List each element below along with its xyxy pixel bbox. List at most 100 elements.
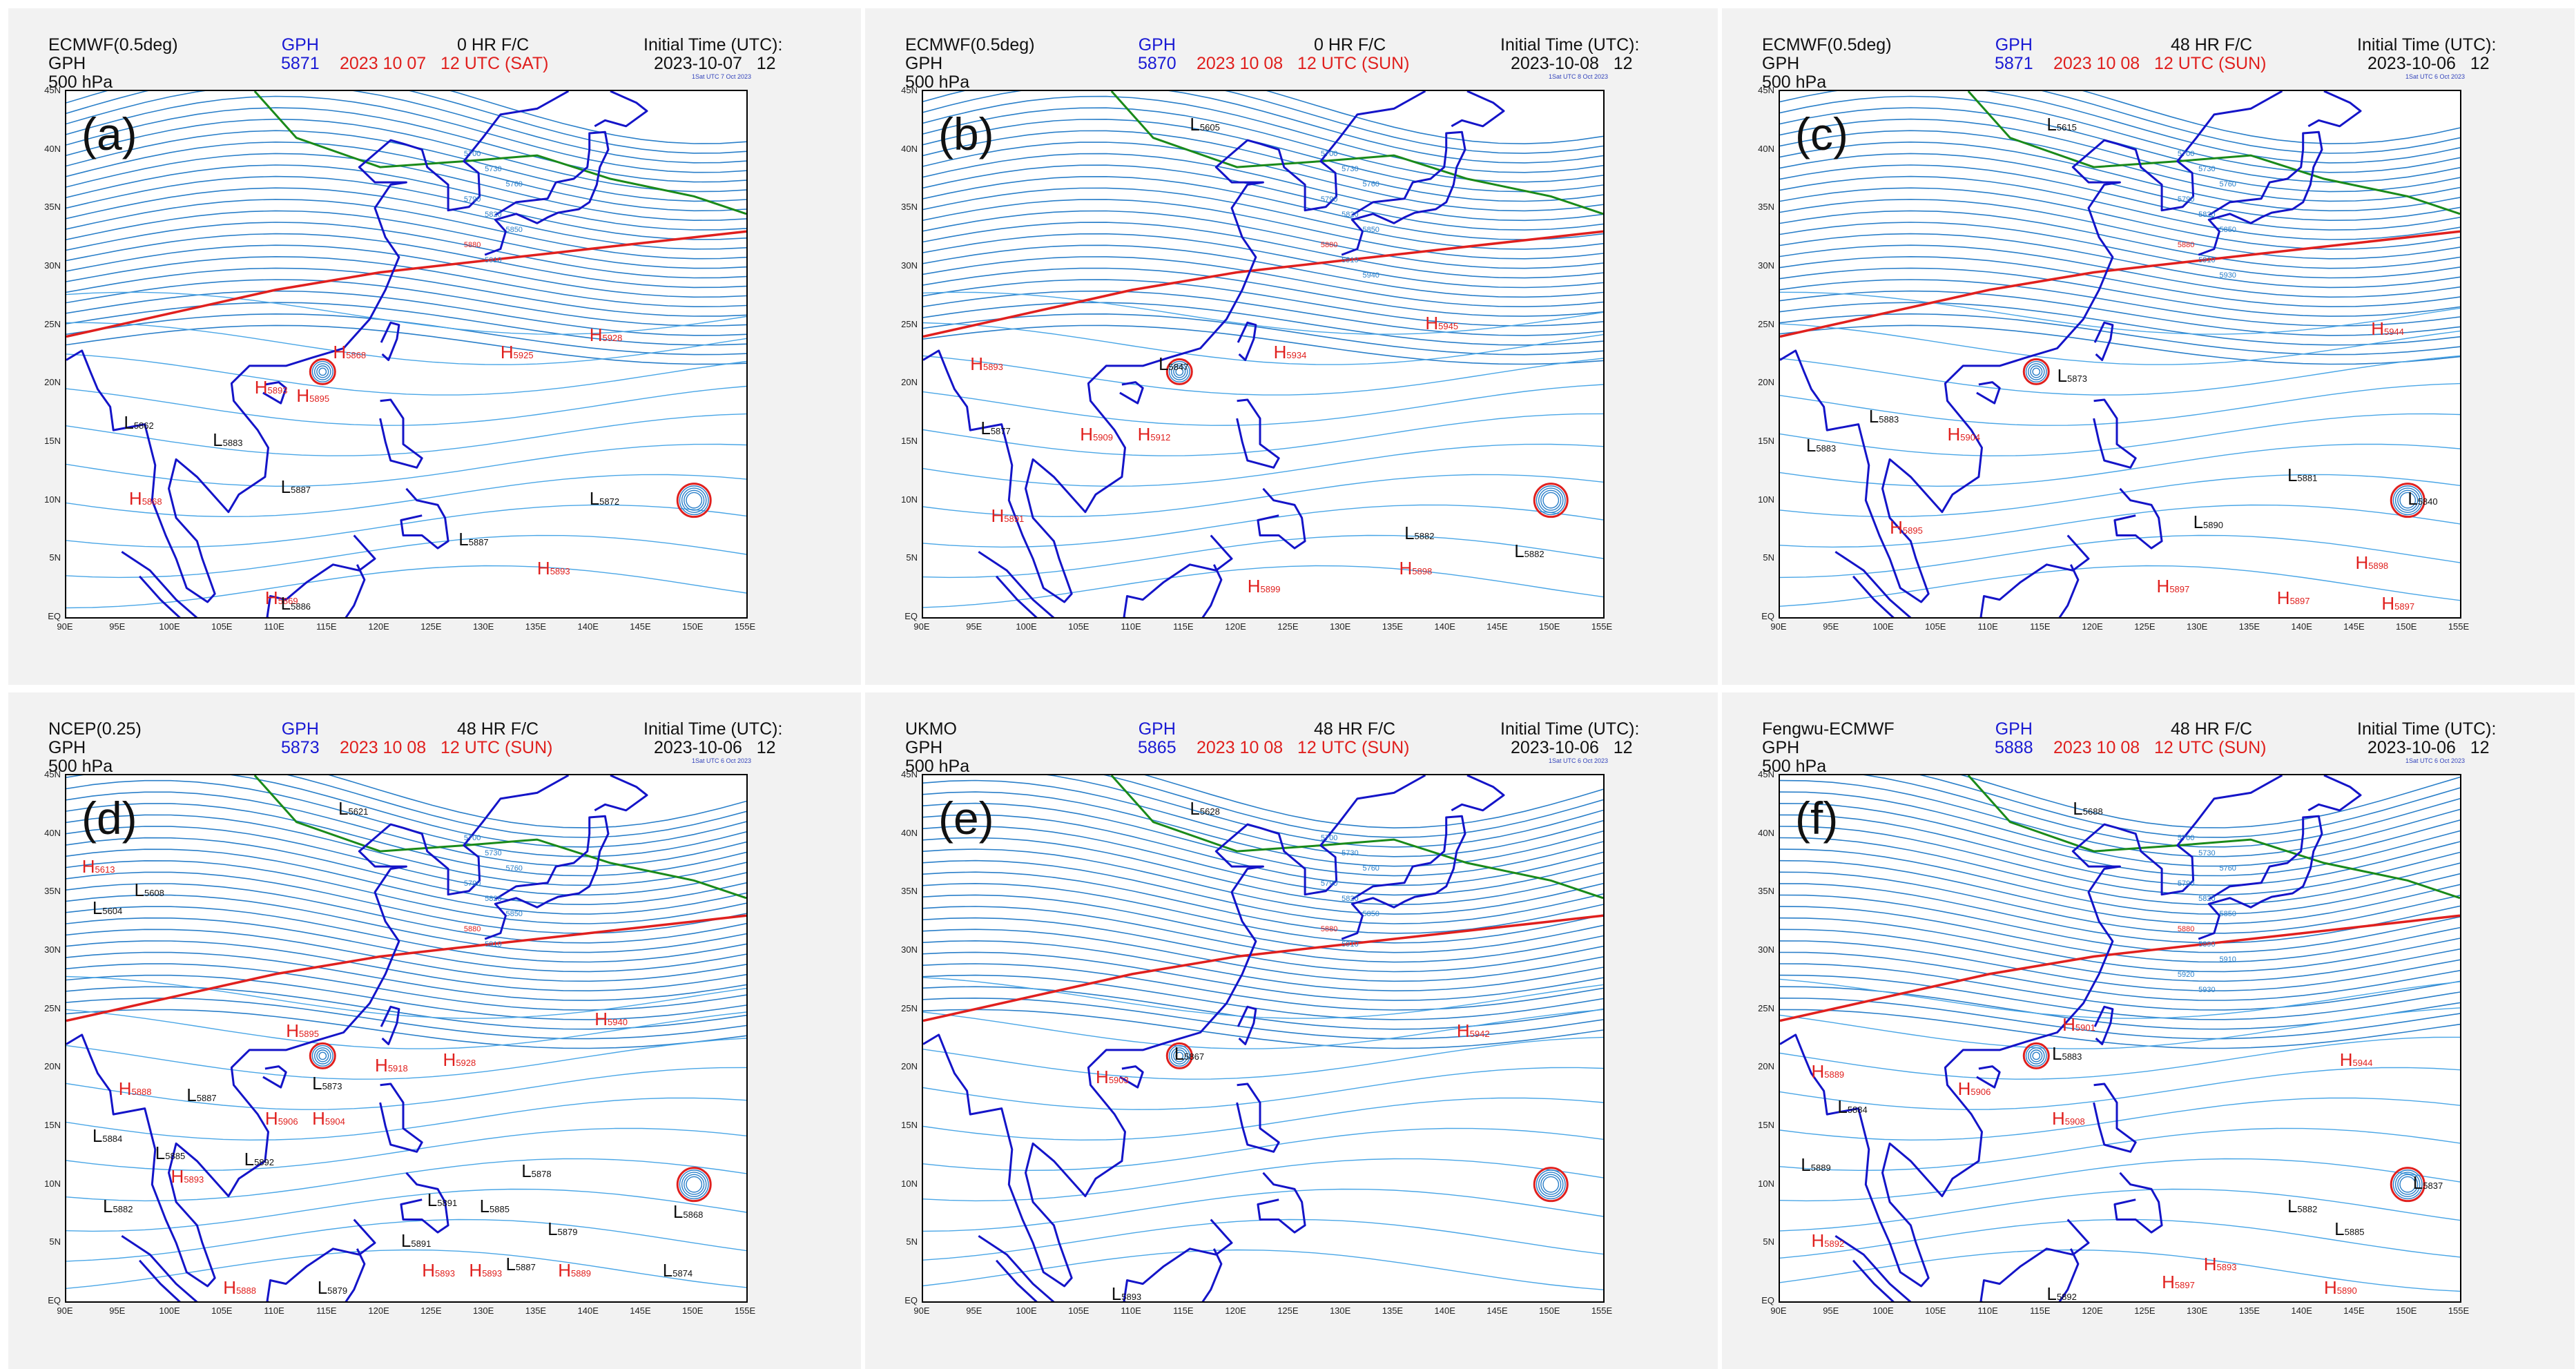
- gph-contour: [923, 974, 1603, 1020]
- gph-contour: [923, 1036, 1603, 1080]
- lon-tick-label: 130E: [1329, 1305, 1351, 1316]
- high-pressure-marker: H5888: [223, 1277, 256, 1299]
- gph-contour: [1780, 313, 2460, 356]
- gph-contour: [923, 291, 1603, 335]
- center-value: 5887: [196, 1092, 217, 1103]
- timestamp-stamp: 1Sat UTC 6 Oct 2023: [2405, 73, 2466, 80]
- model-title: NCEP(0.25) GPH 500 hPa: [48, 719, 142, 776]
- center-value: 5688: [2082, 806, 2103, 817]
- gph-label: GPH 5871: [281, 35, 320, 73]
- center-value: 5886: [291, 601, 311, 612]
- lon-tick-label: 115E: [1173, 1305, 1194, 1316]
- low-letter: L: [2287, 1195, 2298, 1216]
- lon-tick-label: 150E: [682, 1305, 704, 1316]
- gph-contour: [66, 244, 746, 298]
- gph-contour: [1780, 118, 2460, 193]
- center-value: 5893: [184, 1174, 204, 1185]
- lon-tick-label: 135E: [2238, 1305, 2260, 1316]
- coastline: [121, 550, 198, 617]
- gph-contour: [923, 302, 1603, 346]
- lat-tick-label: 25N: [44, 1002, 61, 1013]
- gph-contour: [66, 775, 746, 848]
- cyclone-contour: [1175, 1051, 1184, 1060]
- high-letter: H: [118, 1078, 132, 1100]
- lat-tick-label: EQ: [904, 1295, 918, 1305]
- center-value: 5889: [571, 1268, 591, 1279]
- gph-contour: [923, 322, 1603, 365]
- center-value: 5885: [2344, 1227, 2365, 1238]
- center-value: 5893: [2216, 1262, 2237, 1273]
- lat-tick-label: 45N: [901, 769, 918, 779]
- contour-value-label: 5820: [1342, 894, 1359, 903]
- lat-tick-label: 5N: [1763, 552, 1774, 563]
- lon-tick-label: 100E: [1016, 621, 1037, 632]
- lat-tick-label: 30N: [1758, 944, 1774, 955]
- lon-tick-label: 130E: [472, 621, 494, 632]
- gph-contour: [923, 565, 1603, 608]
- gph-contour: [1780, 940, 2460, 992]
- coastline: [1257, 487, 1306, 550]
- low-pressure-marker: L5879: [318, 1277, 347, 1299]
- map-area: 5700 5730 5760 5790 5820 5850 5880 5910 H5868 H58…: [65, 90, 748, 619]
- init-time-date: 2023-10-07 12: [654, 54, 776, 73]
- map-area: 5700 5730 5760 5790 5820 5850 5880 5890 5910 5920…: [1779, 774, 2461, 1303]
- lon-tick-label: 150E: [2396, 621, 2417, 632]
- init-time-date: 2023-10-08 12: [1511, 54, 1633, 73]
- lat-tick-label: 25N: [901, 1002, 918, 1013]
- gph-5700-line: [1967, 91, 2460, 215]
- center-value: 5868: [142, 496, 162, 507]
- coastline: [1834, 550, 1912, 617]
- lat-tick-label: 20N: [44, 377, 61, 388]
- high-pressure-marker: H5897: [2162, 1272, 2195, 1293]
- gph-contour: [66, 998, 746, 1040]
- lat-tick-label: 10N: [901, 1178, 918, 1189]
- map-svg: [66, 775, 746, 1301]
- low-pressure-marker: L5882: [1514, 541, 1544, 562]
- lon-tick-label: 95E: [966, 1305, 982, 1316]
- lon-tick-label: 120E: [2082, 621, 2103, 632]
- gph-contour: [287, 775, 746, 838]
- contour-value-label: 5730: [2198, 164, 2216, 173]
- lat-tick-label: 5N: [906, 1236, 918, 1247]
- lon-tick-label: 135E: [525, 1305, 547, 1316]
- timestamp-stamp: 1Sat UTC 8 Oct 2023: [1549, 73, 1609, 80]
- center-value: 5605: [1199, 122, 1220, 133]
- contour-value-label: 5820: [2198, 210, 2216, 219]
- high-pressure-marker: H5891: [991, 505, 1025, 527]
- center-value: 5895: [1902, 525, 1923, 536]
- cyclone-contour: [1165, 358, 1193, 385]
- gph-contour: [1780, 233, 2460, 289]
- gph-contour: [66, 1038, 746, 1080]
- high-pressure-marker: H5897: [2157, 576, 2190, 597]
- low-pressure-marker: L5885: [480, 1196, 510, 1217]
- center-value: 5608: [144, 888, 164, 899]
- gph-5700-line: [1967, 775, 2460, 900]
- coastline: [400, 1172, 449, 1234]
- high-letter: H: [128, 487, 142, 509]
- lon-tick-label: 100E: [1872, 621, 1894, 632]
- lon-tick-label: 145E: [1486, 1305, 1508, 1316]
- gph-contour: [923, 233, 1603, 289]
- coastline: [1780, 775, 2283, 1288]
- gph-contour: [1780, 95, 2460, 173]
- forecast-hour: 48 HR F/C: [2171, 35, 2253, 55]
- contour-value-label: 5920: [2177, 970, 2195, 979]
- gph-contour: [1780, 324, 2460, 365]
- lon-tick-label: 105E: [1068, 621, 1090, 632]
- cyclone-contour: [2032, 1051, 2041, 1060]
- lat-tick-label: 40N: [1758, 143, 1774, 154]
- panel-letter: (f): [1795, 793, 1839, 844]
- contour-value-label: 5700: [1320, 149, 1338, 158]
- coastline: [923, 775, 1426, 1288]
- lon-tick-label: 140E: [1434, 1305, 1455, 1316]
- center-value: 5887: [291, 484, 311, 495]
- lon-tick-label: 120E: [1225, 621, 1246, 632]
- model-title: ECMWF(0.5deg) GPH 500 hPa: [1762, 35, 1892, 92]
- high-pressure-marker: H5925: [501, 342, 534, 363]
- lat-tick-label: 35N: [1758, 202, 1774, 213]
- gph-contour: [1780, 894, 2460, 953]
- gph-contour: [66, 871, 746, 934]
- lon-tick-label: 120E: [2082, 1305, 2103, 1316]
- low-letter: L: [124, 411, 134, 433]
- low-pressure-marker: L5847: [1159, 353, 1188, 375]
